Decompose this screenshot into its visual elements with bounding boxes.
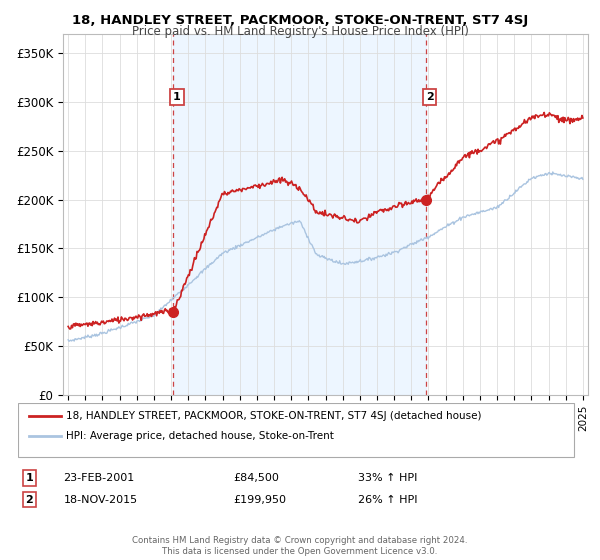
Text: 2: 2 [25,494,33,505]
Text: £199,950: £199,950 [233,494,286,505]
Bar [173,34,427,395]
Text: 18-NOV-2015: 18-NOV-2015 [64,494,137,505]
Text: 26% ↑ HPI: 26% ↑ HPI [358,494,418,505]
Text: Contains HM Land Registry data © Crown copyright and database right 2024.
This d: Contains HM Land Registry data © Crown c… [132,536,468,556]
Text: HPI: Average price, detached house, Stoke-on-Trent: HPI: Average price, detached house, Stok… [66,431,334,441]
Text: 1: 1 [25,473,33,483]
Text: 2: 2 [426,92,434,102]
FancyBboxPatch shape [18,403,574,457]
Text: 33% ↑ HPI: 33% ↑ HPI [358,473,418,483]
Text: 1: 1 [173,92,181,102]
Text: Price paid vs. HM Land Registry's House Price Index (HPI): Price paid vs. HM Land Registry's House … [131,25,469,38]
Text: 23-FEB-2001: 23-FEB-2001 [64,473,134,483]
Text: 18, HANDLEY STREET, PACKMOOR, STOKE-ON-TRENT, ST7 4SJ (detached house): 18, HANDLEY STREET, PACKMOOR, STOKE-ON-T… [66,410,482,421]
Text: £84,500: £84,500 [233,473,280,483]
Text: 18, HANDLEY STREET, PACKMOOR, STOKE-ON-TRENT, ST7 4SJ: 18, HANDLEY STREET, PACKMOOR, STOKE-ON-T… [72,14,528,27]
